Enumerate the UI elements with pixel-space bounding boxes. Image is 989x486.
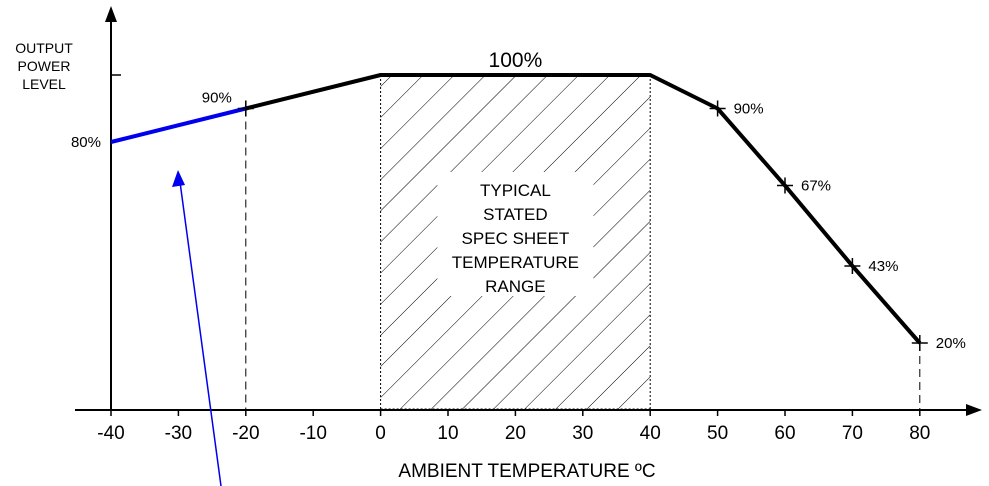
data-point-marker (237, 100, 254, 117)
x-tick-label: 30 (572, 423, 593, 444)
x-tick-label: 60 (774, 423, 795, 444)
x-tick-label: -30 (165, 423, 192, 444)
x-tick-label: -20 (232, 423, 259, 444)
region-text-line: SPEC SHEET (462, 229, 570, 248)
x-tick-label: 50 (707, 423, 728, 444)
x-tick-label: 80 (909, 423, 930, 444)
data-point-marker (777, 177, 793, 194)
region-text-line: RANGE (485, 277, 545, 296)
x-axis-title: AMBIENT TEMPERATURE ºC (398, 461, 655, 482)
y-axis-title-line: LEVEL (22, 76, 66, 92)
data-label: 80% (71, 134, 101, 151)
y-axis-title-line: POWER (18, 58, 71, 74)
x-axis-arrow-icon (966, 404, 982, 416)
x-tick-label: 40 (640, 423, 661, 444)
region-text-line: STATED (483, 205, 548, 224)
region-text-line: TEMPERATURE (452, 253, 579, 272)
data-label: 100% (489, 49, 543, 72)
y-axis-title-line: OUTPUT (15, 40, 73, 56)
series-line-0 (110, 106, 247, 144)
data-point-marker (844, 257, 861, 274)
data-label: 90% (734, 101, 764, 118)
region-text-line: TYPICAL (480, 181, 551, 200)
axes: -40 -30 -20 -10 0 10 20 30 40 50 60 70 80 (75, 6, 982, 444)
data-label: 43% (868, 258, 898, 275)
x-tick-label: 20 (505, 423, 526, 444)
data-label: 20% (936, 335, 966, 352)
region-text-box (437, 172, 594, 296)
data-label: 90% (202, 90, 232, 107)
spec-range-region: TYPICAL STATED SPEC SHEET TEMPERATURE RANGE (380, 75, 651, 410)
x-tick-label: -10 (299, 423, 326, 444)
x-tick-label: 0 (375, 423, 386, 444)
annotation-pointer-line (179, 181, 222, 486)
x-tick-label: -40 (97, 423, 124, 444)
data-point-marker (911, 335, 928, 351)
annotation-arrow-icon (172, 170, 185, 187)
data-label: 67% (801, 178, 831, 195)
data-point-marker (709, 100, 726, 117)
x-tick-label: 70 (842, 423, 863, 444)
x-tick-label: 10 (437, 423, 458, 444)
chart-labels: AMBIENT TEMPERATURE ºC OUTPUT POWER LEVEL 80… (15, 40, 966, 486)
series-lines (110, 73, 928, 351)
y-axis-arrow-icon (105, 6, 117, 22)
